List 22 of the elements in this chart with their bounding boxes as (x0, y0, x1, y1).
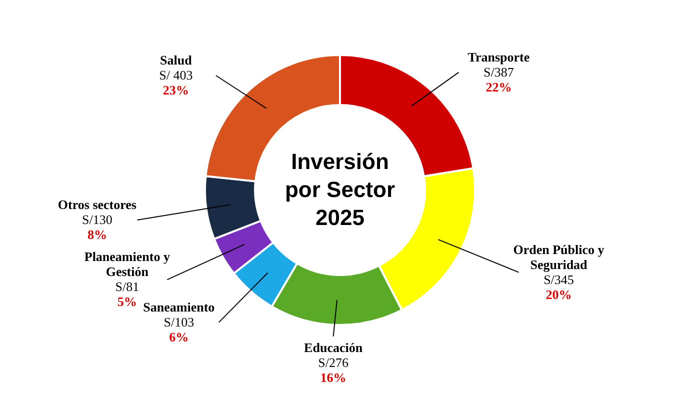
data-label: S/81 (115, 279, 140, 294)
data-label: S/345 (544, 272, 574, 287)
slice-label: Transporte (468, 49, 530, 64)
text: 23% (162, 82, 189, 98)
text: Inversión por Sector 2025 (284, 149, 396, 230)
text: 20% (546, 286, 572, 302)
data-label: S/103 (164, 314, 194, 330)
slice-label: Orden Público y Seguridad (513, 242, 605, 272)
text: 16% (320, 370, 346, 385)
slice-label: Planeamiento y Gestión (84, 249, 170, 280)
data-label: S/387 (484, 64, 514, 80)
slice-label: Salud (160, 52, 193, 68)
slice-label: Saneamiento (143, 299, 215, 314)
text: 22% (486, 79, 512, 94)
text: 8% (87, 227, 107, 242)
data-label: S/130 (82, 212, 112, 228)
data-label: S/276 (318, 354, 349, 370)
text: 6% (169, 329, 189, 344)
slice-label: Otros sectores (58, 197, 136, 212)
slice-label: Educación (304, 340, 364, 355)
text: 5% (117, 294, 137, 310)
data-label: S/ 403 (159, 67, 193, 82)
